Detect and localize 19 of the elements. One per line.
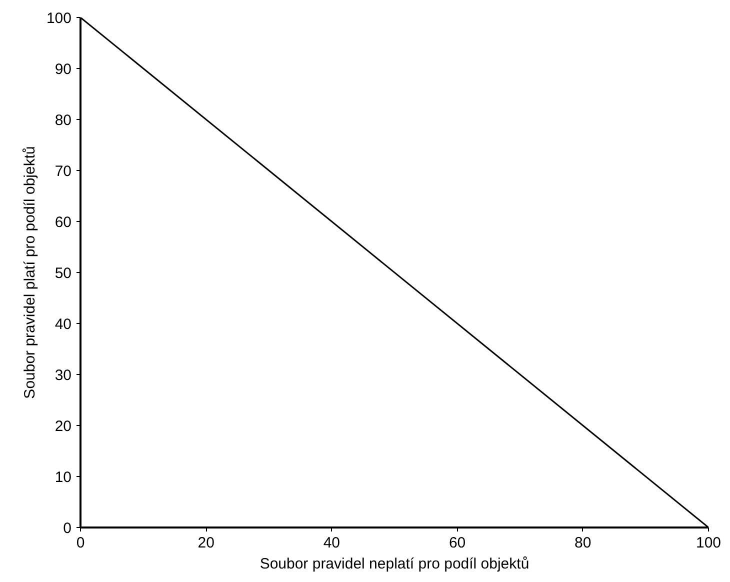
x-tick-label: 20: [198, 534, 214, 552]
x-tick-label: 80: [574, 534, 592, 552]
y-tick-label: 60: [54, 214, 72, 231]
y-tick-label: 90: [54, 61, 72, 78]
y-tick-label: 20: [54, 418, 72, 435]
y-tick-label: 70: [54, 163, 72, 180]
x-axis-title: Soubor pravidel neplatí pro podíl objektů: [260, 556, 530, 572]
y-tick-label: 0: [63, 520, 72, 537]
x-tick-label: 0: [76, 534, 85, 552]
y-axis-title: Soubor pravidel platí pro podíl objektů: [21, 146, 38, 399]
y-tick-label: 80: [54, 112, 72, 129]
y-tick-label: 40: [54, 316, 72, 333]
y-tick-label: 10: [54, 469, 72, 486]
y-tick-label: 50: [54, 265, 72, 282]
x-tick-label: 100: [696, 534, 722, 552]
y-tick-label: 30: [54, 367, 72, 384]
x-tick-label: 60: [448, 534, 466, 552]
x-tick-label: 40: [323, 534, 340, 552]
y-tick-label: 100: [46, 10, 72, 27]
